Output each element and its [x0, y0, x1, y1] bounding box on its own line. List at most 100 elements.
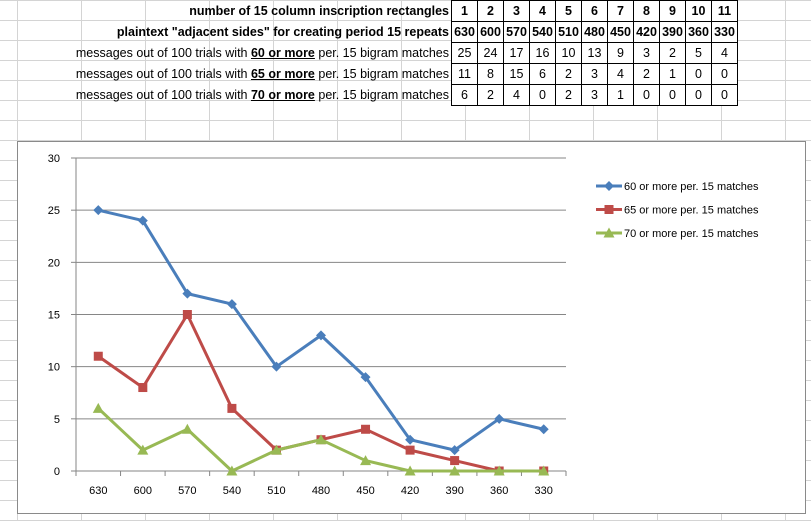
table-cell[interactable]: 1 — [659, 63, 686, 85]
table-cell[interactable]: 24 — [477, 42, 504, 64]
label-text: plaintext "adjacent sides" for creating … — [116, 25, 449, 39]
table-cell[interactable]: 9 — [659, 0, 686, 22]
table-cell[interactable]: 540 — [529, 21, 556, 43]
series-3 — [92, 402, 550, 476]
data-point — [93, 205, 104, 216]
table-cell[interactable]: 3 — [581, 84, 608, 106]
table-cell[interactable]: 360 — [685, 21, 712, 43]
row-label[interactable]: messages out of 100 trials with 65 or mo… — [0, 64, 452, 85]
row-label[interactable]: plaintext "adjacent sides" for creating … — [0, 22, 452, 43]
legend-marker — [604, 181, 614, 191]
table-cell[interactable]: 16 — [529, 42, 556, 64]
table-cell[interactable]: 330 — [711, 21, 738, 43]
data-table: number of 15 column inscription rectangl… — [0, 0, 738, 106]
data-point — [182, 310, 192, 319]
table-cell[interactable]: 0 — [711, 63, 738, 85]
data-point — [360, 372, 371, 383]
table-cell[interactable]: 13 — [581, 42, 608, 64]
x-tick-label: 570 — [178, 485, 196, 497]
table-cell[interactable]: 2 — [633, 63, 660, 85]
table-cell[interactable]: 10 — [685, 0, 712, 22]
legend-label: 60 or more per. 15 matches — [624, 181, 759, 193]
table-cell[interactable]: 2 — [477, 84, 504, 106]
table-cell[interactable]: 390 — [659, 21, 686, 43]
table-cell[interactable]: 3 — [581, 63, 608, 85]
table-cell[interactable]: 2 — [555, 84, 582, 106]
data-point — [271, 361, 282, 372]
x-tick-label: 630 — [89, 485, 107, 497]
table-cell[interactable]: 8 — [633, 0, 660, 22]
table-cell[interactable]: 3 — [503, 0, 530, 22]
table-cell[interactable]: 600 — [477, 21, 504, 43]
table-cell[interactable]: 630 — [451, 21, 478, 43]
x-tick-label: 360 — [490, 485, 508, 497]
table-cell[interactable]: 4 — [503, 84, 530, 106]
data-point — [449, 445, 460, 456]
table-cell[interactable]: 2 — [659, 42, 686, 64]
label-text: per. 15 bigram matches — [314, 88, 449, 102]
legend-label: 70 or more per. 15 matches — [624, 228, 759, 240]
table-cell[interactable]: 11 — [451, 63, 478, 85]
table-row: messages out of 100 trials with 65 or mo… — [0, 63, 738, 85]
data-point — [137, 444, 149, 455]
data-point — [361, 424, 371, 434]
table-row: number of 15 column inscription rectangl… — [0, 0, 738, 22]
table-cell[interactable]: 10 — [555, 42, 582, 64]
data-point — [316, 330, 326, 341]
x-tick-label: 510 — [267, 485, 285, 497]
table-cell[interactable]: 0 — [529, 84, 556, 106]
data-point — [226, 465, 238, 476]
table-cell[interactable]: 450 — [607, 21, 634, 43]
table-cell[interactable]: 6 — [451, 84, 478, 106]
table-cell[interactable]: 7 — [607, 0, 634, 22]
table-cell[interactable]: 0 — [685, 84, 712, 106]
legend-marker — [603, 227, 615, 238]
table-cell[interactable]: 1 — [451, 0, 478, 22]
data-point — [405, 434, 416, 445]
table-cell[interactable]: 0 — [685, 63, 712, 85]
series-1 — [93, 205, 549, 456]
table-cell[interactable]: 6 — [581, 0, 608, 22]
table-cell[interactable]: 5 — [685, 42, 712, 64]
table-cell[interactable]: 6 — [529, 63, 556, 85]
y-tick-label: 30 — [48, 153, 60, 165]
table-cell[interactable]: 1 — [607, 84, 634, 106]
table-cell[interactable]: 0 — [659, 84, 686, 106]
table-cell[interactable]: 4 — [607, 63, 634, 85]
legend-marker — [604, 205, 614, 214]
table-cell[interactable]: 2 — [477, 0, 504, 22]
row-label[interactable]: number of 15 column inscription rectangl… — [0, 1, 452, 22]
table-cell[interactable]: 9 — [607, 42, 634, 64]
table-cell[interactable]: 420 — [633, 21, 660, 43]
table-cell[interactable]: 3 — [633, 42, 660, 64]
table-cell[interactable]: 570 — [503, 21, 530, 43]
data-point — [450, 456, 460, 466]
table-cell[interactable]: 4 — [529, 0, 556, 22]
table-row: messages out of 100 trials with 60 or mo… — [0, 42, 738, 64]
table-cell[interactable]: 11 — [711, 0, 738, 22]
table-cell[interactable]: 15 — [503, 63, 530, 85]
table-cell[interactable]: 0 — [711, 84, 738, 106]
table-cell[interactable]: 5 — [555, 0, 582, 22]
table-cell[interactable]: 0 — [633, 84, 660, 106]
x-tick-label: 450 — [356, 485, 374, 497]
legend-label: 65 or more per. 15 matches — [624, 205, 759, 217]
table-cell[interactable]: 8 — [477, 63, 504, 85]
table-cell[interactable]: 17 — [503, 42, 530, 64]
y-tick-label: 15 — [48, 310, 60, 322]
data-point — [449, 465, 461, 476]
data-point — [270, 444, 282, 455]
table-cell[interactable]: 510 — [555, 21, 582, 43]
table-cell[interactable]: 480 — [581, 21, 608, 43]
label-text: number of 15 column inscription rectangl… — [189, 4, 449, 18]
table-cell[interactable]: 25 — [451, 42, 478, 64]
table-row: plaintext "adjacent sides" for creating … — [0, 21, 738, 43]
table-cell[interactable]: 2 — [555, 63, 582, 85]
row-label[interactable]: messages out of 100 trials with 60 or mo… — [0, 43, 452, 64]
table-cell[interactable]: 4 — [711, 42, 738, 64]
x-tick-label: 600 — [134, 485, 152, 497]
y-tick-label: 10 — [48, 362, 60, 374]
x-tick-label: 480 — [312, 485, 330, 497]
row-label[interactable]: messages out of 100 trials with 70 or mo… — [0, 85, 452, 106]
